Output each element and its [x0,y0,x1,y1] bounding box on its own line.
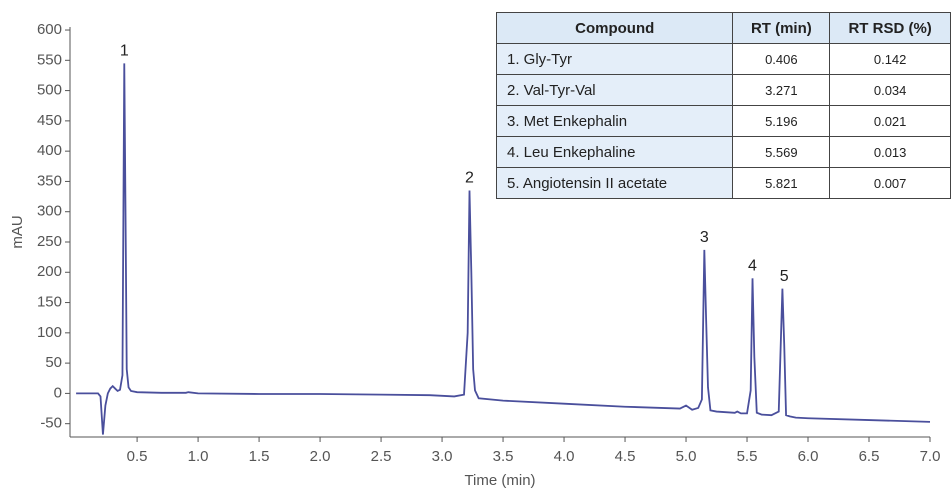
y-tick-label: 250 [37,233,62,250]
y-axis-title: mAU [9,215,26,248]
x-tick-label: 1.5 [249,448,270,465]
x-tick-label: 3.0 [432,448,453,465]
x-tick-label: 3.5 [493,448,514,465]
x-tick-label: 4.5 [615,448,636,465]
x-tick-label: 0.5 [127,448,148,465]
peak-label: 4 [748,258,757,275]
header-cell: RT RSD (%) [829,12,951,44]
peak-label: 3 [700,229,709,246]
y-tick-label: 400 [37,142,62,159]
x-axis-title: Time (min) [464,472,535,489]
table-row: 1. Gly-Tyr 0.406 0.142 [495,43,951,75]
y-tick-label: -50 [40,415,62,432]
value-cell: 0.142 [829,43,951,75]
compound-cell: 1. Gly-Tyr [495,43,734,75]
x-tick-label: 4.0 [554,448,575,465]
y-tick-label: 50 [45,354,62,371]
x-tick-label: 7.0 [920,448,941,465]
y-tick-label: 500 [37,82,62,99]
y-tick-label: 550 [37,51,62,68]
value-cell: 0.021 [829,105,951,137]
x-tick-label: 5.0 [676,448,697,465]
table-row: 2. Val-Tyr-Val 3.271 0.034 [495,74,951,106]
value-cell: 5.569 [732,136,831,168]
value-cell: 0.034 [829,74,951,106]
value-cell: 0.007 [829,167,951,199]
y-tick-label: 100 [37,324,62,341]
peak-label: 1 [120,43,129,60]
table-row: 3. Met Enkephalin 5.196 0.021 [495,105,951,137]
peak-label: 5 [780,268,789,285]
y-tick-label: 150 [37,294,62,311]
value-cell: 3.271 [732,74,831,106]
header-cell: RT (min) [732,12,831,44]
x-tick-label: 5.5 [737,448,758,465]
y-tick-label: 450 [37,112,62,129]
compound-cell: 2. Val-Tyr-Val [495,74,734,106]
compound-cell: 4. Leu Enkephaline [495,136,734,168]
y-tick-label: 600 [37,21,62,38]
value-cell: 5.821 [732,167,831,199]
y-tick-label: 350 [37,172,62,189]
y-tick-label: 0 [54,384,62,401]
compound-cell: 5. Angiotensin II acetate [495,167,734,199]
peak-label: 2 [465,170,474,187]
value-cell: 5.196 [732,105,831,137]
results-table: Compound RT (min) RT RSD (%) 1. Gly-Tyr 0… [495,12,951,199]
value-cell: 0.406 [732,43,831,75]
table-row: 5. Angiotensin II acetate 5.821 0.007 [495,167,951,199]
trace [76,63,931,435]
x-tick-label: 1.0 [188,448,209,465]
compound-cell: 3. Met Enkephalin [495,105,734,137]
value-cell: 0.013 [829,136,951,168]
table-row: 4. Leu Enkephaline 5.569 0.013 [495,136,951,168]
x-tick-label: 6.0 [798,448,819,465]
x-tick-label: 6.5 [859,448,880,465]
y-tick-label: 300 [37,203,62,220]
x-tick-label: 2.0 [310,448,331,465]
header-row: Compound RT (min) RT RSD (%) [495,12,951,44]
x-tick-label: 2.5 [371,448,392,465]
header-cell: Compound [495,12,734,44]
y-tick-label: 200 [37,263,62,280]
